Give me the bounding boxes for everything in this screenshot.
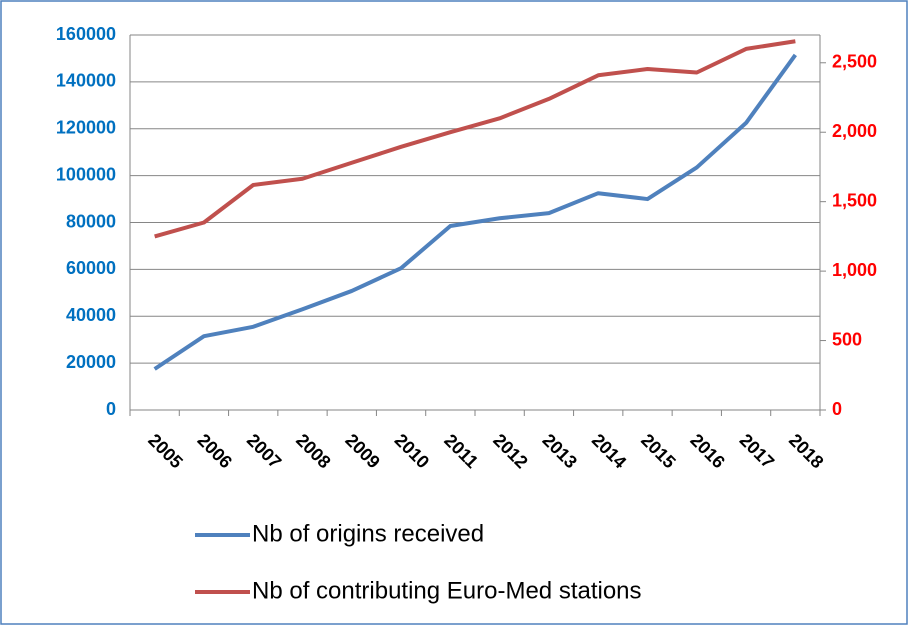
y2-tick-label: 500 — [832, 329, 862, 349]
y-tick-label: 40000 — [66, 305, 116, 325]
series-line — [154, 39, 796, 239]
y2-tick-label: 0 — [832, 399, 842, 419]
y-tick-label: 0 — [106, 399, 116, 419]
y-tick-label: 80000 — [66, 211, 116, 231]
y2-tick-label: 1,000 — [832, 260, 877, 280]
y-tick-label: 60000 — [66, 258, 116, 278]
y2-tick-label: 1,500 — [832, 190, 877, 210]
legend-label: Nb of contributing Euro-Med stations — [252, 577, 642, 604]
series-line — [153, 53, 797, 371]
y2-tick-label: 2,500 — [832, 52, 877, 72]
y-tick-label: 140000 — [56, 71, 116, 91]
y-tick-label: 100000 — [56, 164, 116, 184]
y-tick-label: 120000 — [56, 118, 116, 138]
legend-label: Nb of origins received — [252, 520, 484, 547]
y-tick-label: 160000 — [56, 24, 116, 44]
y-tick-label: 20000 — [66, 352, 116, 372]
y2-tick-label: 2,000 — [832, 121, 877, 141]
